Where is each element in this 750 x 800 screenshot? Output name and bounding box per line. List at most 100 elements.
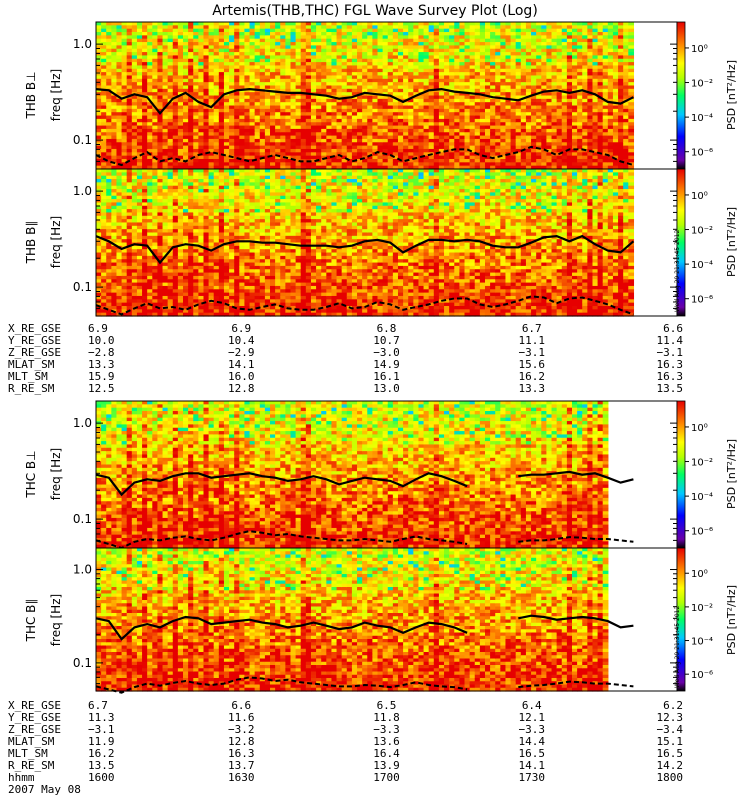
spectrogram-cell <box>126 295 133 300</box>
spectrogram-cell <box>464 95 471 100</box>
spectrogram-cell <box>126 98 133 103</box>
spectrogram-cell <box>444 48 450 53</box>
spectrogram-cell <box>229 45 235 50</box>
spectrogram-cell <box>111 58 118 63</box>
spectrogram-cell <box>310 162 317 167</box>
spectrogram-cell <box>142 22 148 26</box>
spectrogram-cell <box>280 52 286 57</box>
spectrogram-cell <box>167 95 174 100</box>
spectrogram-cell <box>223 72 230 77</box>
spectrogram-cell <box>484 155 491 160</box>
spectrogram-cell <box>433 75 440 80</box>
spectrogram-cell <box>495 115 501 120</box>
spectrogram-cell <box>203 32 210 36</box>
spectrogram-cell <box>387 78 394 83</box>
spectrogram-cell <box>177 25 184 30</box>
spectrogram-cell <box>316 102 322 107</box>
spectrogram-cell <box>188 52 194 57</box>
spectrogram-cell <box>362 88 368 93</box>
spectrogram-cell <box>403 28 409 33</box>
spectrogram-cell <box>218 142 225 147</box>
spectrogram-cell <box>234 92 240 97</box>
spectrogram-cell <box>131 112 138 117</box>
spectrogram-cell <box>213 148 220 153</box>
spectrogram-cell <box>357 52 363 57</box>
spectrogram-cell <box>397 122 404 127</box>
spectrogram-cell <box>316 78 322 83</box>
spectrogram-cell <box>316 145 322 150</box>
spectrogram-cell <box>438 102 445 107</box>
spectrogram-cell <box>449 22 455 26</box>
spectrogram-cell <box>208 78 215 83</box>
spectrogram-cell <box>223 22 230 26</box>
spectrogram-cell <box>300 142 307 147</box>
spectrogram-cell <box>172 32 179 36</box>
spectrogram-cell <box>351 108 358 113</box>
spectrogram-cell <box>106 102 112 107</box>
spectrogram-cell <box>229 95 235 100</box>
spectrogram-cell <box>218 88 225 93</box>
spectrogram-cell <box>433 138 440 143</box>
spectrogram-cell <box>515 102 522 107</box>
spectrogram-cell <box>218 158 225 163</box>
spectrogram-cell <box>172 45 179 50</box>
spectrogram-cell <box>428 145 435 150</box>
spectrogram-cell <box>331 38 338 43</box>
spectrogram-cell <box>505 35 512 40</box>
spectrogram-cell <box>218 35 225 40</box>
spectrogram-cell <box>234 102 240 107</box>
spectrogram-cell <box>213 158 220 163</box>
spectrogram-cell <box>234 22 240 26</box>
spectrogram-cell <box>372 125 379 130</box>
spectrogram-cell <box>397 32 404 36</box>
spectrogram-cell <box>510 72 517 77</box>
spectrogram-cell <box>484 65 491 70</box>
spectrogram-cell <box>479 148 486 153</box>
spectrogram-cell <box>387 85 394 90</box>
spectrogram-cell <box>121 118 128 123</box>
spectrogram-cell <box>321 32 327 36</box>
spectrogram-cell <box>183 122 189 127</box>
spectrogram-cell <box>223 68 230 73</box>
spectrogram-cell <box>106 152 112 157</box>
spectrogram-cell <box>285 122 292 127</box>
spectrogram-cell <box>203 165 210 170</box>
spectrogram-cell <box>346 165 353 170</box>
spectrogram-cell <box>295 32 302 36</box>
spectrogram-cell <box>96 75 102 80</box>
spectrogram-cell <box>188 128 194 133</box>
spectrogram-cell <box>474 72 481 77</box>
spectrogram-cell <box>142 32 148 36</box>
spectrogram-cell <box>152 102 159 107</box>
spectrogram-cell <box>500 88 507 93</box>
spectrogram-cell <box>474 22 481 26</box>
spectrogram-cell <box>121 98 128 103</box>
spectrogram-cell <box>454 82 460 87</box>
spectrogram-cell <box>275 135 281 140</box>
spectrogram-cell <box>198 122 205 127</box>
spectrogram-cell <box>505 102 512 107</box>
spectrogram-cell <box>484 42 491 46</box>
spectrogram-cell <box>198 35 205 40</box>
spectrogram-cell <box>218 62 225 67</box>
spectrogram-cell <box>290 105 297 110</box>
spectrogram-cell <box>270 162 276 167</box>
spectrogram-cell <box>346 155 353 160</box>
spectrogram-cell <box>254 48 261 53</box>
spectrogram-cell <box>438 75 445 80</box>
spectrogram-cell <box>500 98 507 103</box>
spectrogram-cell <box>346 145 353 150</box>
spectrogram-cell <box>515 62 522 67</box>
spectrogram-cell <box>162 52 169 57</box>
spectrogram-cell <box>367 55 373 60</box>
spectrogram-cell <box>397 92 404 97</box>
spectrogram-cell <box>464 118 471 123</box>
spectrogram-cell <box>397 128 404 133</box>
spectrogram-cell <box>162 45 169 50</box>
spectrogram-cell <box>305 128 312 133</box>
spectrogram-cell <box>418 52 425 57</box>
spectrogram-cell <box>505 92 512 97</box>
spectrogram-cell <box>249 138 256 143</box>
spectrogram-cell <box>331 98 338 103</box>
spectrogram-cell <box>280 162 286 167</box>
